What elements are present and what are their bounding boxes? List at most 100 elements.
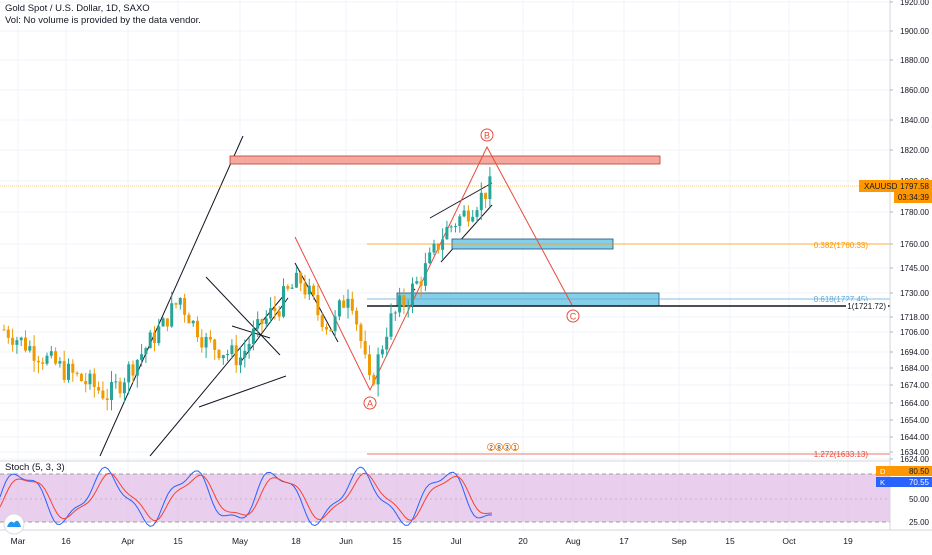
stoch-k-line bbox=[0, 466, 493, 527]
candle-body bbox=[376, 354, 380, 385]
candle-body bbox=[75, 372, 79, 374]
candle-body bbox=[165, 318, 169, 327]
candle-body bbox=[316, 294, 320, 316]
demand-zone-lower[interactable] bbox=[396, 292, 660, 307]
candle-body bbox=[290, 287, 294, 289]
candle-body bbox=[449, 226, 453, 228]
candle-body bbox=[234, 345, 238, 366]
candle-body bbox=[58, 361, 62, 364]
candle-body bbox=[230, 345, 234, 355]
candle-body bbox=[191, 320, 195, 324]
candle-body bbox=[282, 286, 285, 317]
point-c-label: C bbox=[570, 312, 577, 322]
event-marker-label: 3 bbox=[505, 446, 509, 452]
candle-body bbox=[307, 285, 311, 295]
candle-body bbox=[372, 375, 376, 385]
abc-pattern-line[interactable] bbox=[294, 145, 573, 392]
candle-body bbox=[131, 364, 135, 376]
candle-body bbox=[488, 176, 492, 199]
volume-legend: Vol: No volume is provided by the data v… bbox=[5, 15, 201, 26]
stoch-d-value: 80.50 bbox=[909, 467, 930, 476]
stoch-d-line bbox=[0, 472, 493, 522]
candle-body bbox=[88, 373, 92, 385]
support-label-bg bbox=[846, 301, 888, 310]
candle-body bbox=[325, 327, 328, 330]
trendline[interactable] bbox=[205, 276, 281, 356]
candle-body bbox=[144, 348, 148, 355]
stoch-scale-label: 50.00 bbox=[909, 495, 930, 504]
price-tick-label: 1880.00 bbox=[900, 56, 929, 65]
candle-body bbox=[411, 283, 414, 306]
price-tick-label: 1644.00 bbox=[900, 433, 929, 442]
candle-body bbox=[19, 337, 23, 341]
resistance-zone[interactable] bbox=[229, 155, 661, 165]
candle-body bbox=[333, 316, 337, 332]
stoch-legend[interactable]: Stoch (5, 3, 3) bbox=[5, 462, 65, 473]
candle-body bbox=[153, 332, 156, 344]
grid-layer bbox=[0, 0, 890, 530]
candle-body bbox=[423, 263, 427, 286]
price-tick-label: 1730.00 bbox=[900, 289, 929, 298]
time-tick-label: 18 bbox=[291, 536, 301, 546]
time-tick-label: Mar bbox=[11, 536, 26, 546]
point-b-label-circle[interactable] bbox=[480, 128, 494, 142]
event-marker[interactable] bbox=[495, 443, 503, 451]
candle-body bbox=[294, 272, 298, 288]
time-tick-label: 15 bbox=[173, 536, 183, 546]
price-tick-label: 1694.00 bbox=[900, 348, 929, 357]
candle-body bbox=[329, 329, 333, 332]
candle-body bbox=[217, 349, 221, 359]
price-axis-bg bbox=[890, 0, 932, 550]
time-tick-label: Oct bbox=[782, 536, 796, 546]
overlay-layer[interactable]: A B C 0.382(1760.33) 0.618(1727.45) 1.272(163… bbox=[363, 128, 888, 459]
candle-body bbox=[62, 361, 66, 380]
time-tick-label: 20 bbox=[518, 536, 528, 546]
candle-body bbox=[428, 252, 432, 264]
drawings-layer[interactable] bbox=[0, 135, 890, 457]
price-tick-label: 1900.00 bbox=[900, 27, 929, 36]
support-label: 1(1721.72) bbox=[847, 302, 886, 311]
candle-body bbox=[92, 373, 96, 387]
candle-body bbox=[45, 355, 49, 364]
price-tag-bg[interactable] bbox=[859, 180, 932, 192]
price-tick-label: 1674.00 bbox=[900, 381, 929, 390]
stoch-k-tag: K bbox=[880, 478, 885, 487]
trendline[interactable] bbox=[198, 375, 287, 408]
price-tick-label: 1860.00 bbox=[900, 86, 929, 95]
event-marker[interactable] bbox=[511, 443, 519, 451]
candle-body bbox=[187, 314, 191, 324]
candle-body bbox=[454, 226, 457, 228]
time-tick-label: 19 bbox=[843, 536, 853, 546]
candle-body bbox=[140, 354, 144, 360]
price-tick-label: 1745.00 bbox=[900, 264, 929, 273]
event-marker[interactable] bbox=[487, 443, 495, 451]
stoch-k-value: 70.55 bbox=[909, 478, 930, 487]
point-a-label-circle[interactable] bbox=[363, 396, 377, 410]
trendline[interactable] bbox=[239, 297, 289, 364]
candle-body bbox=[243, 350, 247, 358]
candle-body bbox=[239, 357, 242, 366]
candle-body bbox=[419, 281, 423, 286]
candle-body bbox=[11, 337, 15, 345]
candle-body bbox=[49, 351, 53, 356]
candle-body bbox=[101, 390, 105, 399]
candle-body bbox=[118, 381, 122, 394]
candle-body bbox=[2, 329, 6, 331]
time-tick-label: Aug bbox=[565, 536, 580, 546]
candle-body bbox=[277, 311, 281, 317]
candle-body bbox=[221, 355, 225, 359]
fib-0382-label: 0.382(1760.33) bbox=[814, 241, 869, 250]
time-axis-bg bbox=[0, 530, 932, 550]
trendline[interactable] bbox=[231, 325, 271, 339]
trendline[interactable] bbox=[440, 204, 493, 263]
point-c-label-circle[interactable] bbox=[566, 309, 580, 323]
candle-body bbox=[269, 308, 273, 319]
stoch-scale-label: 25.00 bbox=[909, 518, 930, 527]
event-marker[interactable] bbox=[503, 443, 511, 451]
candle-body bbox=[122, 382, 126, 394]
candle-body bbox=[200, 337, 204, 348]
symbol-legend[interactable]: Gold Spot / U.S. Dollar, 1D, SAXO bbox=[5, 3, 150, 14]
